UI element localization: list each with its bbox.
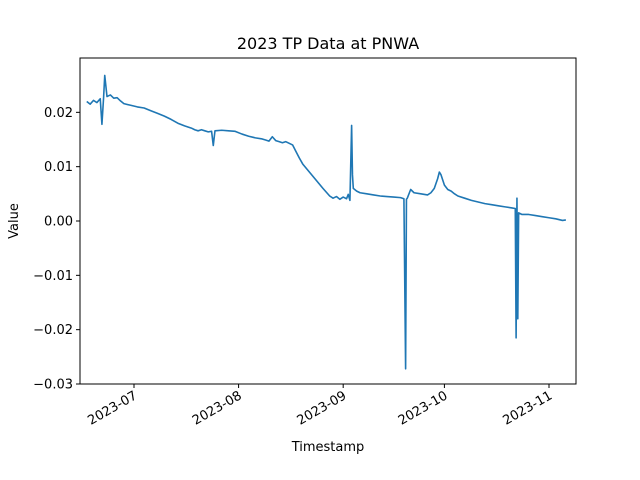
y-tick-label-4: 0.01	[44, 160, 73, 175]
data-layer	[86, 74, 567, 370]
y-tick-label-3: 0.00	[44, 215, 73, 230]
y-tick-label-1: −0.02	[33, 323, 73, 338]
series-line-0	[86, 74, 567, 370]
y-tick-label-2: −0.01	[33, 269, 73, 284]
chart-title: 2023 TP Data at PNWA	[237, 34, 419, 53]
y-axis-title: Value	[7, 203, 22, 239]
y-tick-label-5: 0.02	[44, 106, 73, 121]
plot-area	[79, 57, 577, 385]
plot-background	[80, 58, 576, 384]
x-axis-title: Timestamp	[291, 440, 365, 455]
y-tick-label-0: −0.03	[33, 378, 73, 393]
y-axis: −0.03 −0.02 −0.01 0.00 0.01 0.02	[33, 106, 80, 393]
